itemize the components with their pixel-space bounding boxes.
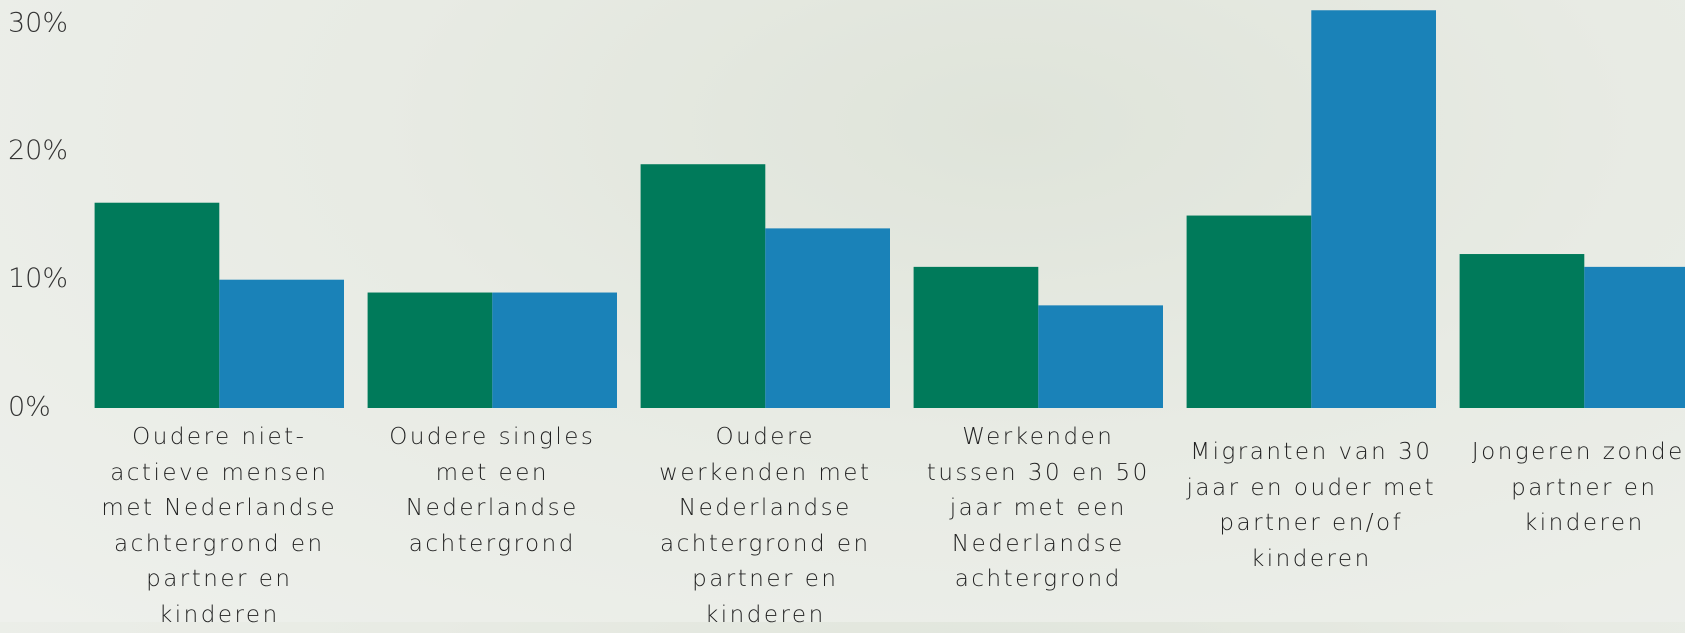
y-tick-label: 10% — [8, 263, 68, 294]
y-tick-label: 0% — [8, 392, 51, 423]
bar — [367, 292, 493, 408]
bar — [1186, 215, 1312, 408]
bar — [219, 279, 344, 408]
y-tick-label: 20% — [8, 135, 68, 166]
bar — [913, 266, 1039, 408]
bar — [640, 164, 766, 408]
x-tick-label: Jongeren zonder partner en kinderen — [1471, 439, 1685, 536]
bar — [492, 292, 617, 408]
bar — [1459, 254, 1585, 408]
bar — [765, 228, 890, 408]
y-tick-label: 30% — [8, 8, 68, 39]
x-tick-label: Oudere werkenden met Nederlandse achterg… — [659, 424, 872, 628]
bar — [1584, 266, 1685, 408]
x-tick-label: Oudere singles met een Nederlandse achte… — [389, 424, 596, 557]
bar — [1311, 10, 1436, 408]
bar — [1038, 305, 1163, 408]
x-tick-label: Migranten van 30 jaar en ouder met partn… — [1186, 439, 1437, 572]
x-tick-label: Werkenden tussen 30 en 50 jaar met een N… — [926, 424, 1150, 592]
bar — [94, 202, 220, 408]
x-tick-label: Oudere niet-actieve mensen met Nederland… — [101, 424, 338, 628]
